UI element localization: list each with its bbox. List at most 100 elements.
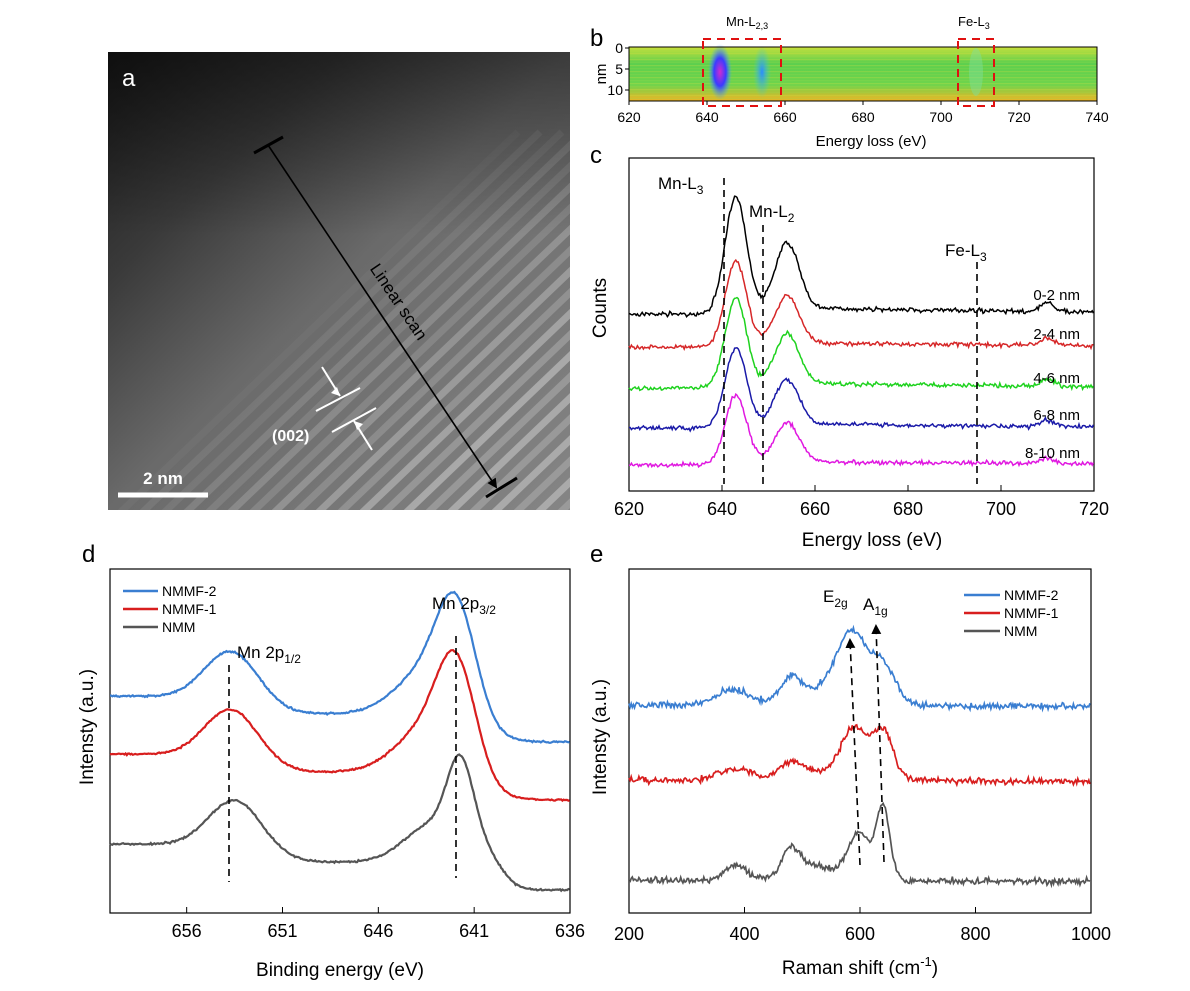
map-row: [629, 68, 1097, 70]
map-xtick-label: 720: [1007, 109, 1031, 125]
d-legend-label: NMMF-2: [162, 583, 217, 599]
e-legend-label: NMMF-1: [1004, 605, 1059, 621]
c-series-line: [628, 392, 1095, 469]
e-peak-e2g: E2g: [823, 587, 848, 610]
map-xtick-label: 680: [851, 109, 875, 125]
map-row: [629, 53, 1097, 55]
c-series-labels: 0-2 nm 2-4 nm 4-6 nm 6-8 nm 8-10 nm: [1025, 287, 1080, 462]
panel-b: b Mn-L2,3 Fe-L3 nm 0 5 10 620 640 660 680 700 7…: [590, 14, 1109, 150]
c-xtick-label: 660: [800, 499, 830, 519]
mn-l2-hotspot: [753, 46, 771, 98]
d-xtick-label: 636: [555, 921, 585, 941]
map-ytick-label: 10: [607, 82, 623, 98]
map-xtick-label: 640: [695, 109, 719, 125]
c-series-label: 2-4 nm: [1033, 326, 1080, 343]
d-series-line: [109, 649, 570, 803]
c-peak-mn-l2: Mn-L2: [749, 202, 795, 225]
e-series-line: [629, 801, 1091, 889]
map-xtick-label: 660: [773, 109, 797, 125]
e-xtick-label: 1000: [1071, 924, 1111, 944]
map-row: [629, 89, 1097, 91]
e-series-line: [628, 624, 1091, 713]
e-guide-a1g: [871, 624, 885, 863]
c-xtick-label: 720: [1079, 499, 1109, 519]
c-curves: [628, 195, 1095, 469]
e-xtick-label: 800: [960, 924, 990, 944]
map-xtick-label: 700: [929, 109, 953, 125]
d-ylabel: Intensty (a.u.): [77, 669, 98, 785]
d-series-line: [109, 753, 570, 893]
d-xtick-label: 646: [363, 921, 393, 941]
panel-c: c Mn-L3 Mn-L2 Fe-L3 0-2 nm 2-4 nm 4-6 nm 6-…: [590, 142, 1109, 551]
scan-end-tick: [485, 476, 518, 499]
map-xticks: 620 640 660 680 700 720 740: [617, 101, 1109, 125]
plane-mark-1: [315, 387, 361, 412]
plane-arrowhead-1: [331, 387, 340, 396]
c-series-label: 0-2 nm: [1033, 287, 1080, 304]
d-peak-left: Mn 2p1/2: [237, 643, 301, 666]
plane-arrowhead-2: [354, 421, 363, 430]
panel-e: e E2g A1g NMMF-2 NMMF-1 NMM 200 400 600 800 10…: [590, 541, 1111, 979]
c-series-label: 4-6 nm: [1033, 370, 1080, 387]
c-xtick-label: 620: [614, 499, 644, 519]
c-series-line: [628, 258, 1094, 351]
d-xlabel: Binding energy (eV): [256, 960, 424, 981]
map-row: [629, 92, 1097, 94]
map-ylabel: nm: [593, 64, 610, 85]
panel-letter-d: d: [82, 541, 95, 568]
c-xtick-label: 680: [893, 499, 923, 519]
c-series-line: [629, 347, 1095, 433]
e-curves: [628, 624, 1091, 889]
e-xtick-label: 200: [614, 924, 644, 944]
d-legend-label: NMMF-1: [162, 601, 217, 617]
e-peak-a1g: A1g: [863, 595, 888, 618]
map-row: [629, 95, 1097, 97]
map-row: [629, 74, 1097, 76]
map-row: [629, 98, 1097, 100]
fe-edge-label: Fe-L3: [958, 14, 990, 31]
c-series-line: [628, 195, 1095, 319]
map-row: [629, 86, 1097, 88]
map-ytick-label: 5: [615, 61, 623, 77]
e-legend-label: NMMF-2: [1004, 587, 1059, 603]
plane-mark-2: [331, 407, 377, 433]
c-series-label: 6-8 nm: [1033, 407, 1080, 424]
e-xlabel: Raman shift (cm-1): [782, 954, 938, 979]
c-xlabel: Energy loss (eV): [802, 530, 942, 551]
panel-letter-a: a: [122, 65, 136, 92]
d-xtick-label: 641: [459, 921, 489, 941]
d-legend-label: NMM: [162, 619, 195, 635]
c-ylabel: Counts: [590, 278, 611, 338]
map-row: [629, 56, 1097, 58]
panel-d: d Mn 2p1/2 Mn 2p3/2 NMMF-2 NMMF-1 NMM 656 6…: [77, 541, 585, 981]
map-xtick-label: 740: [1085, 109, 1109, 125]
c-frame: [628, 157, 1095, 492]
map-row: [629, 59, 1097, 61]
e-guide-e2g: [845, 638, 861, 866]
map-row: [629, 65, 1097, 67]
map-yticks: 0 5 10: [607, 40, 629, 98]
plane-label: (002): [272, 428, 309, 445]
e-xticks: 200 400 600 800 1000: [614, 907, 1111, 944]
mn-edge-label: Mn-L2,3: [726, 14, 768, 31]
d-legend: NMMF-2 NMMF-1 NMM: [123, 583, 217, 635]
map-row: [629, 83, 1097, 85]
map-ytick-label: 0: [615, 40, 623, 56]
d-xticks: 656 651 646 641 636: [172, 907, 585, 941]
e-xtick-label: 400: [729, 924, 759, 944]
map-row: [629, 62, 1097, 64]
map-xtick-label: 620: [617, 109, 641, 125]
e-ylabel: Intensty (a.u.): [590, 679, 611, 795]
scan-arrow: [267, 144, 498, 489]
map-row: [629, 77, 1097, 79]
map-row: [629, 47, 1097, 49]
d-frame: [109, 568, 571, 914]
d-peak-right: Mn 2p3/2: [432, 594, 496, 617]
d-xtick-label: 656: [172, 921, 202, 941]
c-xtick-label: 700: [986, 499, 1016, 519]
d-series-line: [110, 590, 570, 744]
eels-map: [629, 47, 1097, 101]
panel-letter-b: b: [590, 25, 603, 52]
map-row: [629, 80, 1097, 82]
